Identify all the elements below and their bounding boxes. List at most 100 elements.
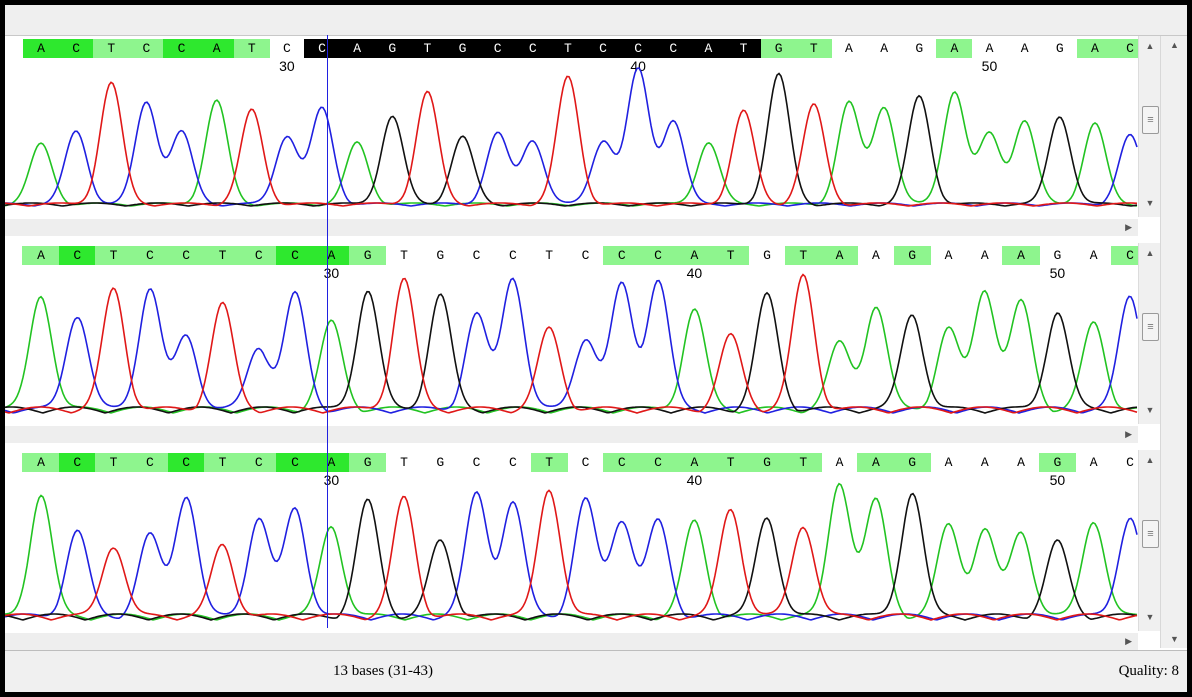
scroll-up-icon[interactable]: ▲ (1145, 41, 1155, 51)
base-call[interactable]: A (944, 455, 953, 470)
base-call[interactable]: A (675, 453, 714, 472)
base-call[interactable]: T (400, 248, 408, 263)
base-call[interactable]: G (374, 39, 411, 58)
scroll-up-icon[interactable]: ▲ (1170, 40, 1179, 50)
base-call[interactable]: A (857, 453, 895, 472)
base-call[interactable]: T (203, 246, 242, 265)
base-call[interactable]: A (22, 39, 60, 58)
base-call[interactable]: C (508, 455, 517, 470)
base-call[interactable]: G (893, 453, 931, 472)
base-call[interactable]: C (585, 39, 622, 58)
base-call[interactable]: A (22, 453, 60, 472)
vertical-scrollbar[interactable]: ▲ ≡ ▼ (1138, 243, 1161, 424)
base-call[interactable]: C (472, 248, 481, 263)
base-call[interactable]: A (985, 41, 994, 56)
base-call[interactable]: C (58, 39, 95, 58)
base-call[interactable]: G (763, 248, 771, 263)
base-call[interactable]: T (795, 39, 832, 58)
base-call[interactable]: A (980, 455, 989, 470)
base-call[interactable]: G (436, 455, 445, 470)
scroll-down-icon[interactable]: ▼ (1170, 634, 1179, 644)
base-call[interactable]: A (675, 246, 714, 265)
vertical-scrollbar[interactable]: ▲ ≡ ▼ (1138, 36, 1161, 217)
base-call[interactable]: T (712, 453, 750, 472)
base-call[interactable]: T (530, 453, 568, 472)
base-call[interactable]: T (203, 453, 242, 472)
base-call[interactable]: G (1053, 248, 1062, 263)
base-call[interactable]: A (1017, 455, 1025, 470)
horizontal-scrollbar[interactable]: ▶ (5, 633, 1138, 650)
base-call[interactable]: C (58, 453, 96, 472)
base-call[interactable]: A (198, 39, 235, 58)
base-call[interactable]: G (1055, 41, 1064, 56)
base-call[interactable]: A (845, 41, 853, 56)
base-call[interactable]: A (1089, 455, 1098, 470)
scroll-thumb[interactable]: ≡ (1142, 313, 1159, 341)
base-call[interactable]: C (508, 248, 517, 263)
base-call[interactable]: G (748, 453, 786, 472)
base-call[interactable]: A (1020, 41, 1029, 56)
base-call[interactable]: A (835, 455, 844, 470)
chromatogram-trace[interactable] (5, 474, 1138, 631)
base-call[interactable]: A (312, 246, 351, 265)
base-call[interactable]: C (276, 453, 314, 472)
outer-vertical-scrollbar[interactable]: ▲ ▼ (1160, 36, 1187, 648)
base-call[interactable]: T (94, 453, 133, 472)
base-call[interactable]: T (549, 39, 586, 58)
base-call[interactable]: A (1002, 246, 1040, 265)
base-call[interactable]: A (944, 248, 953, 263)
base-call[interactable]: A (880, 41, 888, 56)
base-call[interactable]: C (639, 246, 677, 265)
scroll-right-icon[interactable]: ▶ (1125, 222, 1132, 232)
base-call[interactable]: G (893, 246, 931, 265)
base-call[interactable]: C (472, 455, 481, 470)
base-call[interactable]: T (545, 248, 554, 263)
base-call[interactable]: C (655, 39, 692, 58)
base-call[interactable]: A (980, 248, 989, 263)
base-call[interactable]: A (820, 246, 859, 265)
base-call[interactable]: T (712, 246, 750, 265)
base-call[interactable]: A (312, 453, 351, 472)
base-call[interactable]: C (303, 39, 341, 58)
base-call[interactable]: G (915, 41, 924, 56)
scroll-down-icon[interactable]: ▼ (1145, 405, 1155, 415)
base-call[interactable]: T (233, 39, 270, 58)
base-call[interactable]: C (58, 246, 96, 265)
base-call[interactable]: A (871, 248, 880, 263)
base-call[interactable]: G (760, 39, 797, 58)
base-call[interactable]: A (1089, 248, 1098, 263)
base-call[interactable]: T (784, 453, 822, 472)
base-call[interactable]: C (514, 39, 551, 58)
base-call[interactable]: C (167, 246, 205, 265)
base-call[interactable]: T (400, 455, 408, 470)
base-call[interactable]: A (1076, 39, 1113, 58)
base-call[interactable]: C (131, 246, 169, 265)
base-call[interactable]: C (240, 453, 278, 472)
base-call[interactable]: G (436, 248, 445, 263)
scroll-right-icon[interactable]: ▶ (1125, 429, 1132, 439)
base-call[interactable]: T (725, 39, 762, 58)
base-call[interactable]: C (282, 41, 291, 56)
chromatogram-trace[interactable] (5, 267, 1138, 424)
chromatogram-trace[interactable] (5, 60, 1138, 217)
position-cursor-line[interactable] (327, 35, 328, 628)
base-call[interactable]: C (276, 246, 314, 265)
scroll-right-icon[interactable]: ▶ (1125, 636, 1132, 646)
vertical-scrollbar[interactable]: ▲ ≡ ▼ (1138, 450, 1161, 631)
base-call[interactable]: G (349, 453, 387, 472)
base-call[interactable]: A (690, 39, 727, 58)
scroll-thumb[interactable]: ≡ (1142, 106, 1159, 134)
base-call[interactable]: C (581, 248, 590, 263)
base-call[interactable]: G (349, 246, 387, 265)
base-call[interactable]: C (479, 39, 516, 58)
base-call[interactable]: G (1038, 453, 1077, 472)
scroll-down-icon[interactable]: ▼ (1145, 612, 1155, 622)
base-call[interactable]: T (93, 39, 130, 58)
base-call[interactable]: C (603, 453, 641, 472)
